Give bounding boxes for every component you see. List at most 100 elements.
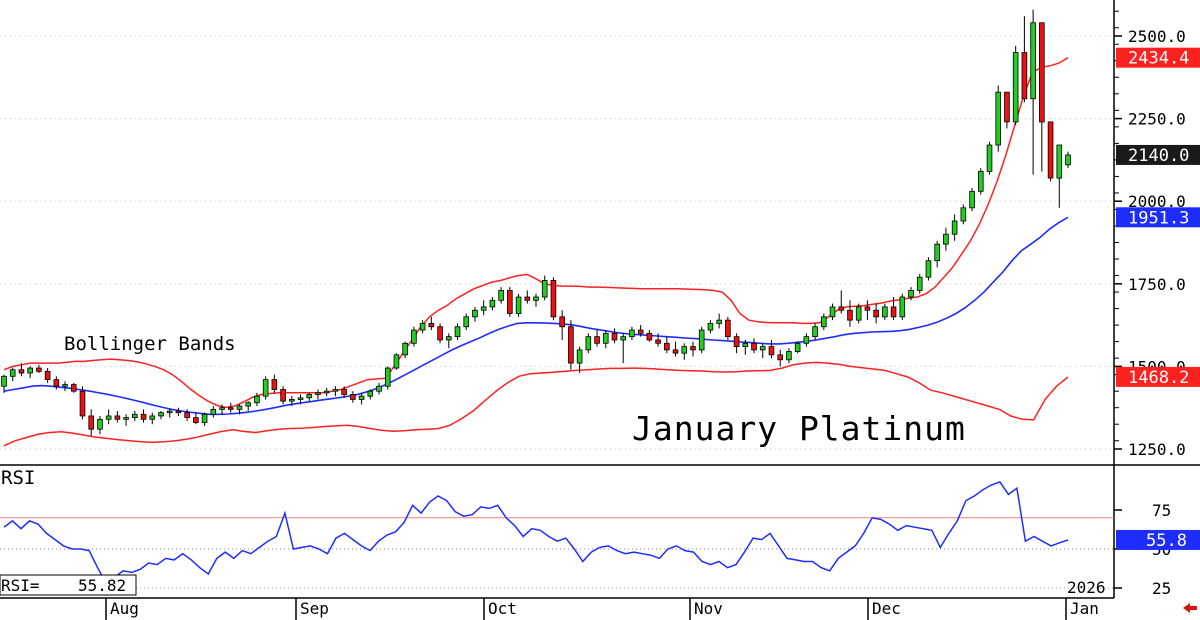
candle-body <box>777 354 783 361</box>
rsi-readout-value: 55.82 <box>78 576 126 595</box>
candle-body <box>995 91 1002 146</box>
candle-body <box>1047 121 1054 179</box>
candle <box>925 257 932 281</box>
candle <box>227 402 234 413</box>
price-tick-label: 1750.0 <box>1128 275 1186 294</box>
candle-body <box>306 394 313 399</box>
candle-body <box>812 326 818 338</box>
candle <box>428 316 435 331</box>
candle-body <box>733 336 740 347</box>
candle-body <box>227 407 234 410</box>
year-label: 2026 <box>1067 578 1106 597</box>
candle <box>533 293 539 307</box>
candle-body <box>690 346 696 351</box>
month-label: Sep <box>300 599 329 618</box>
candle <box>158 411 164 420</box>
candle-body <box>88 415 95 430</box>
candle <box>437 323 443 344</box>
candle-body <box>280 389 286 402</box>
candle-body <box>79 390 86 417</box>
candle-body <box>1056 144 1063 179</box>
candle-body <box>158 412 164 417</box>
candle-body <box>847 309 853 321</box>
candle-body <box>9 369 16 377</box>
candle <box>812 323 818 340</box>
candle-body <box>951 220 958 235</box>
candle-body <box>201 413 208 423</box>
price-tag-label: 1951.3 <box>1128 208 1189 228</box>
candle <box>480 300 487 316</box>
candle-body <box>576 349 583 364</box>
candle-body <box>1004 91 1010 123</box>
candle-body <box>175 410 182 414</box>
candle-body <box>149 415 156 420</box>
candle <box>803 333 810 347</box>
month-label: Oct <box>488 599 517 618</box>
price-tick-label: 1250.0 <box>1128 440 1186 459</box>
candle-body <box>925 260 932 278</box>
price-tick-label: 2500.0 <box>1128 27 1186 46</box>
candle <box>637 325 644 337</box>
month-label: Nov <box>694 599 723 618</box>
price-tags: 2434.4 2140.0 1951.3 1468.2 <box>1116 47 1200 388</box>
candle-body <box>219 407 225 410</box>
candle <box>445 333 452 349</box>
candle-body <box>568 326 574 364</box>
candle-body <box>855 306 862 321</box>
candle-body <box>716 319 722 324</box>
month-label: Jan <box>1070 599 1099 618</box>
candle <box>515 293 522 317</box>
candle <box>977 168 984 195</box>
arrow-left-icon[interactable] <box>1183 603 1197 613</box>
candle <box>236 404 243 415</box>
candle <box>44 368 51 383</box>
bollinger-bands <box>3 57 1069 447</box>
price-tag: 1951.3 <box>1116 207 1200 228</box>
candle-body <box>27 367 33 374</box>
candle-body <box>611 332 618 341</box>
candle <box>882 303 888 321</box>
candle-body <box>751 342 757 351</box>
candle <box>53 376 60 390</box>
candle <box>1004 91 1010 129</box>
candle <box>297 394 304 405</box>
candle <box>245 401 251 412</box>
candle <box>1030 9 1036 175</box>
candle <box>759 343 766 359</box>
candle-body <box>1012 52 1019 123</box>
candle <box>306 392 313 402</box>
rsi-panel: RSI 755025 55.8 RSI= 55.82 <box>0 467 1200 598</box>
price-tick-label: 2000.0 <box>1128 192 1186 211</box>
candle-body <box>629 329 635 338</box>
rsi-line <box>3 480 1069 585</box>
candle <box>655 333 661 347</box>
candlesticks <box>1 9 1071 436</box>
candle <box>315 389 321 400</box>
candle-body <box>672 349 679 354</box>
candle <box>1065 151 1071 169</box>
candle-body <box>70 384 77 392</box>
candle <box>672 341 679 357</box>
candle-body <box>97 418 103 430</box>
candle-body <box>585 336 592 351</box>
candle-body <box>541 280 548 298</box>
candle <box>70 382 77 393</box>
candle-body <box>829 306 836 318</box>
candle <box>140 409 147 423</box>
candle <box>193 412 199 425</box>
candle-body <box>524 296 531 301</box>
candle <box>18 363 25 377</box>
candle-body <box>376 385 382 392</box>
candle-body <box>489 299 496 308</box>
candle-body <box>916 276 923 291</box>
candle-body <box>480 306 487 311</box>
candle <box>498 287 504 304</box>
candle-body <box>289 399 295 402</box>
candle <box>402 341 408 359</box>
candle-body <box>18 369 25 374</box>
candle-body <box>123 417 129 420</box>
candle-body <box>977 171 984 192</box>
candle <box>725 316 731 340</box>
candle <box>821 313 827 331</box>
candle-body <box>882 306 888 318</box>
